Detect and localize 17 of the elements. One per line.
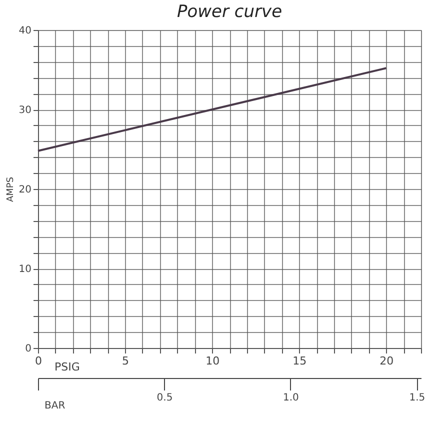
y-tick-label: 20 [18, 184, 32, 196]
y-tick-label: 30 [18, 105, 32, 116]
x2-tick-label: 0.5 [156, 392, 173, 404]
x2-tick-label: 1.0 [283, 392, 299, 404]
x-tick-label: 10 [206, 354, 220, 368]
x-tick-label: 5 [122, 354, 130, 368]
y-tick-label: 40 [18, 26, 32, 36]
chart-title: Power curve [176, 2, 282, 22]
x-tick-label: 20 [380, 354, 394, 368]
x2-tick-label: 1.5 [409, 392, 426, 404]
x-axis-title: PSIG [54, 360, 80, 374]
y-tick-label: 10 [18, 264, 32, 275]
x2-axis-title: BAR [44, 400, 66, 412]
y-tick-label: 0 [25, 344, 32, 354]
x-tick-label: 0 [35, 354, 42, 368]
y-axis-title: AMPS [6, 176, 16, 202]
x-tick-label: 15 [292, 354, 307, 368]
